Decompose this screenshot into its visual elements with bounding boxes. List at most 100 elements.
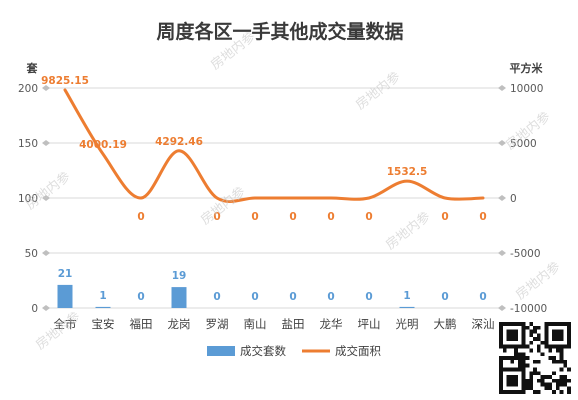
qr-module bbox=[529, 378, 534, 383]
line-value-label: 4292.46 bbox=[155, 136, 203, 148]
category-labels: 全市 宝安 福田 龙岗 罗湖 南山 盐田 龙华 坪山 光明 大鹏 深汕 bbox=[54, 317, 495, 331]
qr-module bbox=[540, 382, 545, 387]
bar-value-label: 0 bbox=[441, 291, 448, 303]
left-tick-marker bbox=[42, 250, 50, 256]
qr-module bbox=[525, 325, 530, 330]
line-value-label: 4000.19 bbox=[79, 139, 127, 151]
qr-module bbox=[529, 386, 534, 391]
left-tick-label: 100 bbox=[18, 193, 38, 205]
qr-module bbox=[525, 386, 530, 391]
qr-module bbox=[567, 390, 571, 394]
category-label: 福田 bbox=[130, 317, 153, 331]
right-tick-label: 0 bbox=[510, 193, 517, 205]
qr-module bbox=[555, 348, 560, 353]
qr-module bbox=[533, 337, 537, 341]
bar-value-label: 0 bbox=[327, 291, 334, 303]
bar-value-label: 1 bbox=[403, 290, 410, 302]
right-tick-label: -10000 bbox=[510, 303, 547, 315]
qr-module bbox=[567, 378, 571, 383]
qr-module bbox=[559, 359, 564, 364]
bar-value-label: 0 bbox=[289, 291, 296, 303]
qr-module bbox=[533, 325, 537, 330]
qr-module bbox=[559, 367, 564, 372]
bar-value-label: 1 bbox=[99, 290, 106, 302]
qr-module bbox=[559, 356, 564, 360]
qr-module bbox=[517, 352, 522, 357]
qr-module bbox=[536, 348, 541, 353]
qr-module bbox=[529, 382, 534, 387]
bar-value-label: 0 bbox=[137, 291, 144, 303]
qr-module bbox=[555, 359, 560, 364]
qr-module bbox=[536, 337, 541, 341]
right-tick-label: -5000 bbox=[510, 248, 541, 260]
category-label: 宝安 bbox=[92, 317, 115, 331]
qr-module bbox=[533, 371, 537, 376]
watermark-text: 房地内参 bbox=[198, 184, 249, 229]
legend-bar-label: 成交套数 bbox=[240, 344, 286, 358]
qr-module bbox=[536, 344, 541, 349]
left-tick-marker bbox=[42, 140, 50, 146]
qr-module bbox=[563, 363, 568, 368]
qr-finder bbox=[506, 375, 518, 387]
line-value-label: 0 bbox=[251, 211, 258, 223]
bar bbox=[171, 287, 187, 308]
qr-module bbox=[548, 356, 553, 360]
category-label: 盐田 bbox=[282, 317, 305, 331]
watermark-text: 房地内参 bbox=[23, 169, 74, 214]
category-label: 龙华 bbox=[320, 317, 343, 331]
left-axis-label: 套 bbox=[27, 61, 39, 75]
line-value-label: 9825.15 bbox=[41, 75, 89, 87]
qr-module bbox=[517, 356, 522, 360]
qr-module bbox=[552, 359, 556, 364]
qr-module bbox=[502, 356, 507, 360]
qr-module bbox=[514, 356, 518, 360]
bar bbox=[57, 284, 73, 308]
qr-module bbox=[544, 375, 549, 379]
qr-module bbox=[499, 359, 503, 364]
line-value-label: 0 bbox=[479, 211, 486, 223]
right-tick-marker bbox=[498, 140, 506, 146]
qr-module bbox=[552, 371, 556, 376]
left-tick-marker bbox=[42, 305, 50, 311]
qr-module bbox=[563, 378, 568, 383]
right-tick-marker bbox=[498, 85, 506, 91]
category-label: 全市 bbox=[54, 317, 77, 331]
qr-module bbox=[529, 348, 534, 353]
line-value-label: 0 bbox=[365, 211, 372, 223]
watermark-text: 房地内参 bbox=[383, 209, 434, 254]
right-tick-marker bbox=[498, 250, 506, 256]
qr-module bbox=[544, 382, 549, 387]
line-value-label: 0 bbox=[289, 211, 296, 223]
qr-module bbox=[521, 352, 526, 357]
bar-value-label: 0 bbox=[213, 291, 220, 303]
qr-module bbox=[533, 329, 537, 334]
qr-module bbox=[559, 352, 564, 357]
qr-module bbox=[548, 386, 553, 391]
left-tick-label: 200 bbox=[18, 83, 38, 95]
bar-value-label: 0 bbox=[365, 291, 372, 303]
qr-module bbox=[525, 363, 530, 368]
qr-module bbox=[559, 390, 564, 394]
qr-module bbox=[533, 390, 537, 394]
category-label: 光明 bbox=[396, 317, 419, 331]
right-tick-label: 10000 bbox=[510, 83, 543, 95]
bar-series bbox=[57, 284, 415, 308]
left-tick-marker bbox=[42, 195, 50, 201]
qr-module bbox=[555, 386, 560, 391]
left-tick-label: 0 bbox=[31, 303, 38, 315]
qr-module bbox=[529, 329, 534, 334]
qr-module bbox=[567, 386, 571, 391]
qr-module bbox=[521, 363, 526, 368]
qr-module bbox=[563, 359, 568, 364]
qr-module bbox=[525, 344, 530, 349]
qr-module bbox=[536, 378, 541, 383]
qr-module bbox=[540, 352, 545, 357]
qr-module bbox=[521, 356, 526, 360]
left-tick-marker bbox=[42, 85, 50, 91]
qr-module bbox=[563, 382, 568, 387]
qr-module bbox=[525, 356, 530, 360]
line-value-label: 0 bbox=[327, 211, 334, 223]
watermark-text: 房地内参 bbox=[353, 69, 404, 114]
